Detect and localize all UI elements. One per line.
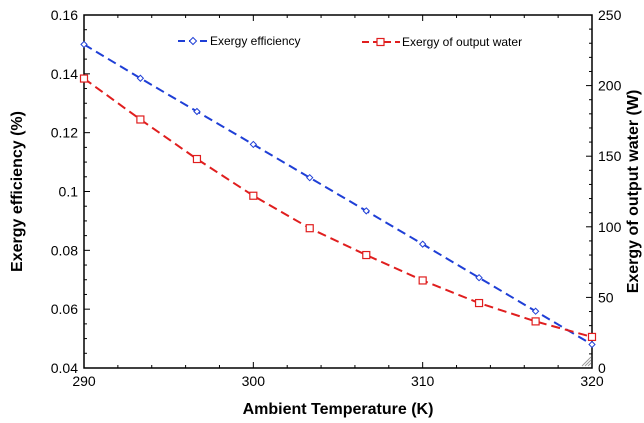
series-layer — [79, 40, 597, 349]
series-exergy-output-water — [79, 74, 597, 342]
left-y-axis: 0.04 0.06 0.08 0.1 0.12 0.14 0.16 — [51, 7, 90, 376]
y-left-tick-label: 0.12 — [51, 125, 78, 141]
y-right-tick-label: 50 — [598, 289, 614, 305]
y-left-tick-label: 0.16 — [51, 7, 78, 23]
data-point-marker — [305, 224, 314, 233]
y-left-tick-label: 0.14 — [51, 66, 78, 82]
series-exergy-efficiency — [80, 40, 596, 349]
data-point-marker — [418, 276, 427, 285]
legend-marker-water — [376, 37, 385, 47]
left-y-axis-title: Exergy efficiency (%) — [9, 111, 26, 272]
y-left-tick-label: 0.06 — [51, 301, 78, 317]
y-left-tick-label: 0.08 — [51, 242, 78, 258]
data-point-marker — [193, 107, 201, 116]
x-axis-title: Ambient Temperature (K) — [243, 401, 434, 418]
series-line — [83, 77, 593, 338]
x-tick-label: 310 — [411, 373, 435, 389]
y-right-tick-label: 100 — [598, 219, 622, 235]
right-y-axis: 0 50 100 150 200 250 — [586, 7, 622, 376]
x-tick-label: 320 — [580, 373, 604, 389]
y-left-tick-label: 0.1 — [59, 184, 79, 200]
y-right-tick-label: 150 — [598, 148, 622, 164]
data-point-marker — [588, 340, 596, 349]
data-point-marker — [249, 140, 258, 149]
data-point-marker — [136, 115, 145, 124]
y-right-tick-label: 250 — [598, 7, 622, 23]
data-point-marker — [79, 74, 89, 83]
resize-grip-icon[interactable] — [581, 356, 592, 367]
legend-label-water: Exergy of output water — [402, 35, 522, 49]
data-point-marker — [475, 273, 483, 282]
right-y-axis-title: Exergy of output water (W) — [625, 90, 642, 294]
y-left-tick-label: 0.04 — [51, 360, 78, 376]
data-point-marker — [474, 298, 484, 308]
data-point-marker — [531, 317, 540, 326]
data-point-marker — [136, 74, 145, 82]
x-tick-label: 300 — [242, 373, 266, 389]
series-line — [83, 43, 593, 346]
data-point-marker — [418, 240, 427, 248]
data-point-marker — [249, 191, 258, 200]
x-axis: 290 300 310 320 — [72, 15, 604, 389]
data-point-marker — [531, 307, 540, 315]
data-point-marker — [362, 207, 370, 215]
legend: Exergy efficiency Exergy of output water — [178, 34, 522, 49]
legend-marker-efficiency — [188, 36, 198, 46]
plot-area — [83, 14, 593, 369]
y-right-tick-label: 0 — [598, 360, 606, 376]
legend-label-efficiency: Exergy efficiency — [210, 34, 301, 48]
data-point-marker — [80, 40, 88, 49]
data-point-marker — [192, 154, 202, 164]
data-point-marker — [587, 332, 597, 342]
data-point-marker — [362, 250, 371, 260]
data-point-marker — [306, 173, 314, 182]
y-right-tick-label: 200 — [598, 78, 622, 94]
x-tick-label: 290 — [72, 373, 96, 389]
